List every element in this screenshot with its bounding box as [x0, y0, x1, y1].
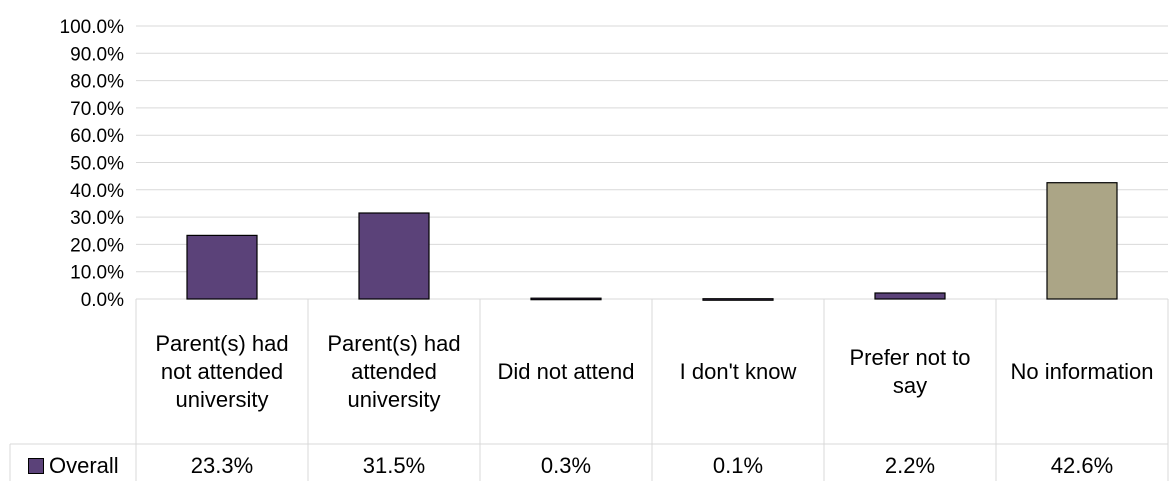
legend-entry: Overall [10, 450, 136, 481]
y-tick-label: 20.0% [70, 235, 124, 256]
bar [1046, 182, 1118, 300]
legend-label: Overall [49, 452, 119, 478]
gridlines [136, 25, 1168, 300]
category-label: Parent(s) had not attended university [155, 331, 289, 412]
category-label: Prefer not to say [849, 345, 971, 398]
bar [702, 298, 774, 301]
category-label: No information [1010, 359, 1154, 384]
bar [358, 212, 430, 300]
bar [874, 292, 946, 300]
bar [530, 297, 602, 301]
bar [186, 234, 258, 300]
y-tick-label: 90.0% [70, 44, 124, 65]
y-tick-label: 10.0% [70, 263, 124, 284]
data-table-value: 31.5% [362, 452, 426, 478]
y-tick-label: 100.0% [60, 17, 125, 38]
y-tick-label: 60.0% [70, 126, 124, 147]
y-tick-label: 50.0% [70, 154, 124, 175]
bars [186, 182, 1118, 301]
legend-swatch [28, 457, 44, 474]
y-tick-label: 40.0% [70, 181, 124, 202]
y-axis-ticks: 0.0% 10.0% 20.0% 30.0% 40.0% 50.0% 60.0% 70.0% 8… [60, 17, 125, 311]
data-table-value: 23.3% [190, 452, 254, 478]
category-label: Did not attend [497, 359, 635, 384]
data-table-value: 2.2% [884, 452, 936, 478]
y-tick-label: 0.0% [81, 290, 124, 311]
data-table-value: 0.1% [712, 452, 764, 478]
y-tick-label: 80.0% [70, 72, 124, 93]
data-table-value: 0.3% [540, 452, 592, 478]
data-table-lines [9, 299, 1169, 481]
category-label: I don't know [679, 359, 797, 384]
y-tick-label: 70.0% [70, 99, 124, 120]
data-table-value: 42.6% [1050, 452, 1114, 478]
y-tick-label: 30.0% [70, 208, 124, 229]
category-label: Parent(s) had attended university [327, 331, 461, 412]
